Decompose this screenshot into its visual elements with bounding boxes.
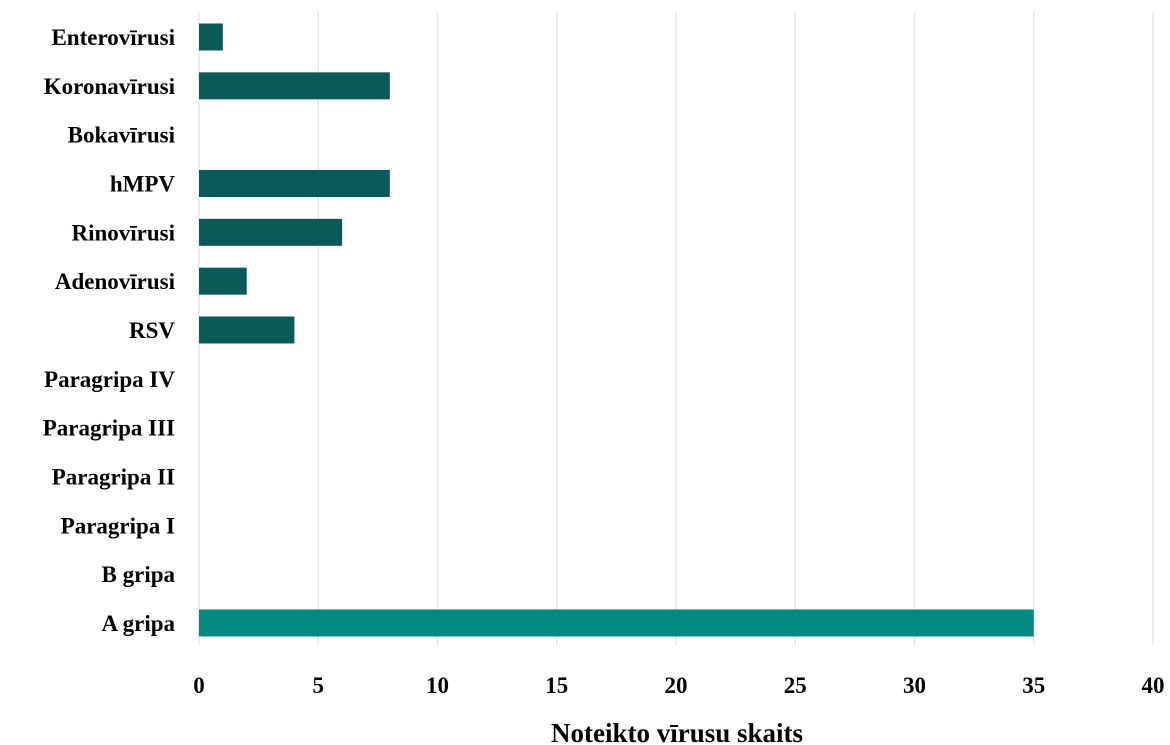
x-tick-labels: 0 5 10 15 20 25 30 35 40 [193, 673, 1164, 698]
x-tick-label: 25 [784, 673, 807, 698]
category-label: Paragripa II [52, 464, 175, 489]
bar-5 [199, 267, 247, 295]
x-tick-label: 35 [1022, 673, 1045, 698]
bar-4 [199, 218, 343, 246]
category-label: Rinovīrusi [71, 220, 175, 245]
bar-6 [199, 316, 295, 344]
x-axis-title: Noteikto vīrusu skaits [551, 718, 803, 745]
category-label: hMPV [110, 171, 176, 196]
x-tick-label: 20 [665, 673, 688, 698]
category-label: Paragripa III [43, 416, 175, 441]
bar-0 [199, 23, 223, 51]
x-tick-label: 15 [545, 673, 568, 698]
x-tick-label: 5 [313, 673, 325, 698]
category-label: Paragripa I [61, 513, 175, 538]
category-label: Koronavīrusi [44, 74, 176, 99]
category-label: Paragripa IV [44, 367, 175, 392]
category-label: A gripa [102, 611, 176, 636]
bar-12 [199, 609, 1034, 637]
bar-3 [199, 169, 390, 197]
category-labels: Enterovīrusi Koronavīrusi Bokavīrusi hMPV Ri… [43, 25, 176, 636]
gridlines [198, 12, 1154, 646]
bars [199, 23, 1034, 637]
category-label: Bokavīrusi [68, 123, 176, 148]
x-tick-label: 0 [193, 673, 205, 698]
x-tick-label: 30 [903, 673, 926, 698]
x-tick-label: 40 [1142, 673, 1165, 698]
category-label: B gripa [102, 562, 176, 587]
bar-1 [199, 72, 390, 100]
x-tick-label: 10 [426, 673, 449, 698]
category-label: Adenovīrusi [55, 269, 176, 294]
category-label: Enterovīrusi [51, 25, 175, 50]
category-label: RSV [129, 318, 175, 343]
